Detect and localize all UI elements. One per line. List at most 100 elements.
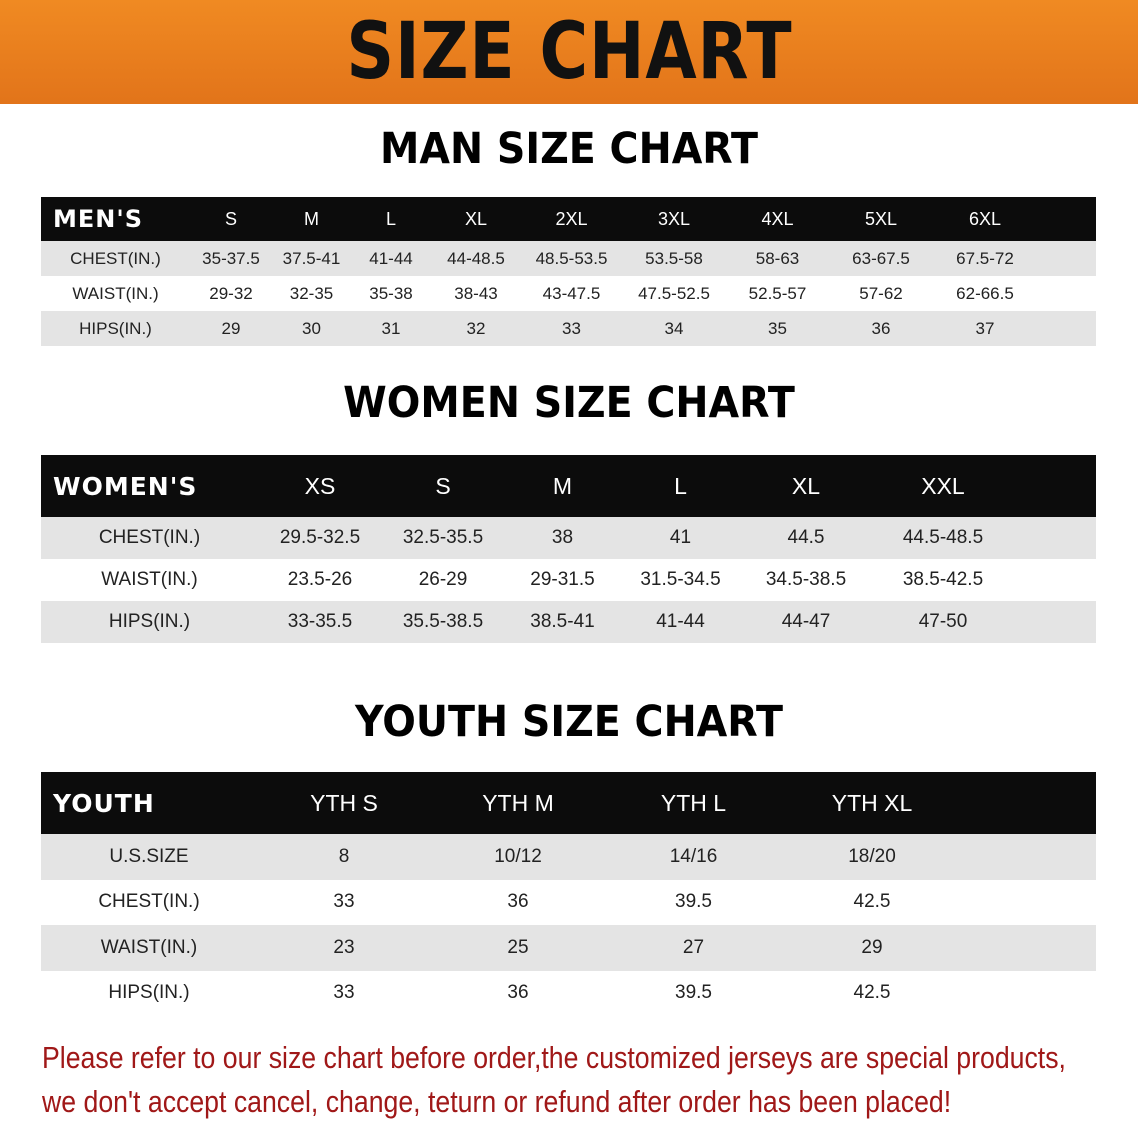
measurement-value: 26-29 [418, 569, 468, 590]
measurement-value: 33 [562, 318, 581, 338]
measurement-value: 36 [507, 982, 529, 1004]
table-row: HIPS(IN.) 29 30 31 32 33 34 35 36 37 [41, 311, 1096, 346]
table-corner-label: WOMEN'S [53, 471, 198, 501]
measurement-value: 39.5 [675, 982, 712, 1004]
table-row: CHEST(IN.) 29.5-32.5 32.5-35.5 38 41 44.5 44.5… [41, 517, 1096, 559]
measurement-value: 31.5-34.5 [640, 569, 721, 590]
table-corner-label: MEN'S [53, 205, 143, 233]
size-chart-banner: SIZE CHART [0, 0, 1138, 104]
measurement-value: 8 [338, 845, 350, 867]
measurement-label: HIPS(IN.) [108, 982, 190, 1004]
size-header: XS [304, 472, 336, 499]
measurement-value: 67.5-72 [956, 248, 1014, 268]
measurement-value: 58-63 [755, 248, 800, 268]
women-size-table: WOMEN'S XS S M L XL XXL CHEST(IN.) 29.5-32.5 32.5… [41, 455, 1096, 643]
notice-line-2: we don't accept cancel, change, teturn o… [42, 1084, 952, 1119]
men-section-title: MAN SIZE CHART [379, 124, 758, 174]
measurement-value: 43-47.5 [542, 283, 601, 303]
measurement-value: 35.5-38.5 [402, 611, 484, 632]
size-header: M [552, 472, 573, 499]
measurement-value: 35-38 [369, 283, 413, 303]
measurement-value: 32-35 [289, 283, 334, 303]
measurement-value: 31 [381, 318, 401, 338]
measurement-value: 44.5-48.5 [902, 527, 984, 548]
size-header: YTH L [660, 789, 727, 816]
measurement-label: WAIST(IN.) [100, 936, 198, 958]
youth-size-table: YOUTH YTH S YTH M YTH L YTH XL U.S.SIZE 8 10/12… [41, 772, 1096, 1016]
measurement-label: HIPS(IN.) [79, 318, 152, 338]
measurement-value: 35-37.5 [202, 248, 260, 268]
size-header: 3XL [657, 208, 691, 229]
measurement-value: 29-31.5 [530, 569, 595, 590]
measurement-label: WAIST(IN.) [72, 283, 159, 303]
size-header: L [674, 472, 687, 499]
size-header: YTH M [482, 789, 554, 816]
measurement-label: CHEST(IN.) [98, 891, 200, 913]
size-header: 6XL [968, 208, 1002, 229]
measurement-value: 48.5-53.5 [535, 248, 608, 268]
size-header: L [385, 208, 396, 229]
measurement-value: 38 [551, 527, 574, 548]
measurement-label: CHEST(IN.) [98, 527, 201, 548]
measurement-value: 53.5-58 [645, 248, 703, 268]
youth-section-title: YOUTH SIZE CHART [354, 697, 783, 747]
table-row: CHEST(IN.) 33 36 39.5 42.5 [41, 879, 1096, 925]
measurement-label: HIPS(IN.) [108, 611, 191, 632]
women-section-title: WOMEN SIZE CHART [343, 378, 795, 428]
measurement-value: 23 [333, 936, 355, 958]
men-size-table: MEN'S S M L XL 2XL 3XL 4XL 5XL 6XL CHEST(IN.) 35-37… [41, 197, 1096, 346]
measurement-value: 33 [333, 982, 355, 1004]
measurement-value: 34 [664, 318, 684, 338]
measurement-value: 18/20 [848, 845, 896, 867]
measurement-value: 37 [975, 318, 995, 338]
measurement-value: 29-32 [209, 283, 253, 303]
measurement-value: 63-67.5 [852, 248, 910, 268]
measurement-value: 44-47 [781, 611, 831, 632]
table-row: HIPS(IN.) 33-35.5 35.5-38.5 38.5-41 41-44 44-… [41, 601, 1096, 643]
measurement-value: 23.5-26 [287, 569, 353, 590]
measurement-value: 41-44 [369, 248, 413, 268]
measurement-value: 57-62 [859, 283, 903, 303]
measurement-value: 37.5-41 [282, 248, 341, 268]
order-notice: Please refer to our size chart before or… [42, 1036, 1066, 1124]
measurement-value: 33 [333, 891, 355, 913]
measurement-value: 39.5 [675, 891, 712, 913]
table-row: WAIST(IN.) 23.5-26 26-29 29-31.5 31.5-34.5 34… [41, 559, 1096, 601]
measurement-value: 47-50 [918, 611, 968, 632]
table-row: CHEST(IN.) 35-37.5 37.5-41 41-44 44-48.5 48.5… [41, 241, 1096, 276]
size-header: S [435, 472, 451, 499]
size-header: S [224, 208, 237, 229]
measurement-value: 36 [507, 891, 529, 913]
measurement-value: 44-48.5 [447, 248, 505, 268]
size-header: YTH S [310, 789, 378, 816]
measurement-value: 36 [871, 318, 891, 338]
measurement-value: 47.5-52.5 [638, 283, 710, 303]
table-header-row: WOMEN'S XS S M L XL XXL [41, 455, 1096, 517]
size-header: XL [464, 208, 488, 229]
measurement-value: 42.5 [853, 982, 891, 1004]
table-corner-label: YOUTH [53, 788, 155, 818]
measurement-value: 42.5 [853, 891, 891, 913]
measurement-label: WAIST(IN.) [101, 569, 198, 590]
size-header: YTH XL [831, 789, 913, 816]
measurement-value: 10/12 [494, 845, 542, 867]
measurement-value: 27 [682, 936, 705, 958]
size-header: M [304, 208, 319, 229]
table-header-row: MEN'S S M L XL 2XL 3XL 4XL 5XL 6XL [41, 197, 1096, 241]
size-header: 2XL [555, 208, 588, 229]
table-header-row: YOUTH YTH S YTH M YTH L YTH XL [41, 772, 1096, 834]
size-header: XL [791, 472, 821, 499]
measurement-value: 34.5-38.5 [765, 569, 847, 590]
measurement-label: CHEST(IN.) [70, 248, 161, 268]
table-row: HIPS(IN.) 33 36 39.5 42.5 [41, 970, 1096, 1016]
measurement-value: 32.5-35.5 [402, 527, 484, 548]
measurement-value: 29 [861, 936, 883, 958]
notice-line-1: Please refer to our size chart before or… [42, 1040, 1066, 1075]
measurement-value: 52.5-57 [748, 283, 807, 303]
measurement-value: 35 [768, 318, 787, 338]
measurement-value: 29.5-32.5 [279, 527, 361, 548]
measurement-value: 44.5 [787, 527, 825, 548]
measurement-value: 30 [302, 318, 321, 338]
measurement-value: 41 [669, 527, 692, 548]
measurement-value: 38-43 [454, 283, 498, 303]
